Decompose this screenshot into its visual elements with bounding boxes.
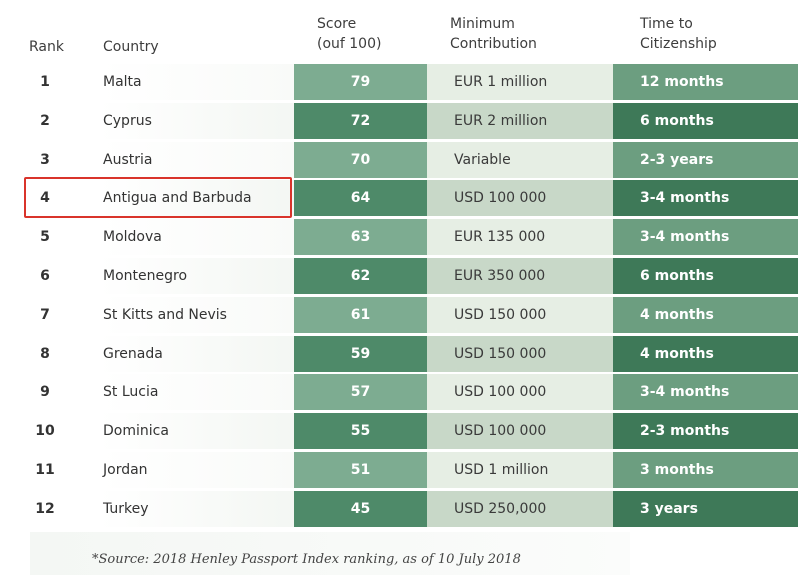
country-cell: Austria [103, 152, 153, 168]
header-rank: Rank [29, 39, 64, 55]
country-cell: Antigua and Barbuda [103, 190, 252, 206]
time-cell: 6 months [613, 103, 798, 139]
contribution-cell: EUR 135 000 [427, 219, 613, 255]
contribution-cell: USD 150 000 [427, 297, 613, 333]
rank-cell: 12 [35, 501, 55, 517]
table-row: 5 Moldova 63 EUR 135 000 3-4 months [30, 219, 798, 255]
country-cell: Turkey [103, 501, 149, 517]
rank-cell: 4 [40, 190, 50, 206]
score-cell: 45 [294, 491, 427, 527]
country-cell: Montenegro [103, 268, 188, 284]
contribution-cell: USD 100 000 [427, 374, 613, 410]
table-row: 3 Austria 70 Variable 2-3 years [30, 142, 798, 178]
country-cell: Jordan [103, 462, 148, 478]
header-time: Time to Citizenship [640, 14, 717, 54]
footer-band [30, 532, 630, 575]
time-cell: 6 months [613, 258, 798, 294]
rank-cell: 6 [40, 268, 50, 284]
contribution-cell: EUR 350 000 [427, 258, 613, 294]
contribution-cell: USD 100 000 [427, 413, 613, 449]
time-cell: 2-3 months [613, 413, 798, 449]
table-row: 2 Cyprus 72 EUR 2 million 6 months [30, 103, 798, 139]
header-score: Score (ouf 100) [317, 14, 381, 54]
score-cell: 57 [294, 374, 427, 410]
time-cell: 2-3 years [613, 142, 798, 178]
table-row: 6 Montenegro 62 EUR 350 000 6 months [30, 258, 798, 294]
rank-cell: 11 [35, 462, 55, 478]
time-cell: 4 months [613, 336, 798, 372]
rank-cell: 3 [40, 152, 50, 168]
header-country: Country [103, 39, 159, 55]
header-contribution: Minimum Contribution [450, 14, 537, 54]
table-row: 10 Dominica 55 USD 100 000 2-3 months [30, 413, 798, 449]
source-note: *Source: 2018 Henley Passport Index rank… [92, 552, 521, 567]
score-cell: 72 [294, 103, 427, 139]
header-contribution-line2: Contribution [450, 36, 537, 52]
time-cell: 12 months [613, 64, 798, 100]
score-cell: 61 [294, 297, 427, 333]
header-time-line1: Time to [640, 16, 693, 32]
country-cell: Moldova [103, 229, 162, 245]
time-cell: 3-4 months [613, 374, 798, 410]
time-cell: 3 months [613, 452, 798, 488]
table-row: 4 Antigua and Barbuda 64 USD 100 000 3-4 mon… [30, 180, 798, 216]
table-row: 11 Jordan 51 USD 1 million 3 months [30, 452, 798, 488]
country-cell: St Kitts and Nevis [103, 307, 227, 323]
time-cell: 3 years [613, 491, 798, 527]
contribution-cell: EUR 1 million [427, 64, 613, 100]
header-score-line1: Score [317, 16, 357, 32]
rank-cell: 10 [35, 423, 55, 439]
score-cell: 62 [294, 258, 427, 294]
table-row: 12 Turkey 45 USD 250,000 3 years [30, 491, 798, 527]
table-row: 1 Malta 79 EUR 1 million 12 months [30, 64, 798, 100]
rank-cell: 5 [40, 229, 50, 245]
rank-cell: 9 [40, 384, 50, 400]
header-contribution-line1: Minimum [450, 16, 515, 32]
country-cell: Cyprus [103, 113, 152, 129]
contribution-cell: USD 100 000 [427, 180, 613, 216]
score-cell: 63 [294, 219, 427, 255]
time-cell: 3-4 months [613, 180, 798, 216]
highlight-box [24, 177, 292, 218]
table-row: 8 Grenada 59 USD 150 000 4 months [30, 336, 798, 372]
table-row: 7 St Kitts and Nevis 61 USD 150 000 4 months [30, 297, 798, 333]
rank-cell: 2 [40, 113, 50, 129]
rank-cell: 8 [40, 346, 50, 362]
score-cell: 51 [294, 452, 427, 488]
contribution-cell: USD 250,000 [427, 491, 613, 527]
score-cell: 55 [294, 413, 427, 449]
contribution-cell: Variable [427, 142, 613, 178]
score-cell: 59 [294, 336, 427, 372]
country-cell: Grenada [103, 346, 163, 362]
rank-cell: 7 [40, 307, 50, 323]
score-cell: 64 [294, 180, 427, 216]
score-cell: 79 [294, 64, 427, 100]
score-cell: 70 [294, 142, 427, 178]
time-cell: 3-4 months [613, 219, 798, 255]
contribution-cell: EUR 2 million [427, 103, 613, 139]
rank-cell: 1 [40, 74, 50, 90]
contribution-cell: USD 1 million [427, 452, 613, 488]
country-cell: St Lucia [103, 384, 159, 400]
header-score-line2: (ouf 100) [317, 36, 382, 52]
contribution-cell: USD 150 000 [427, 336, 613, 372]
table-row: 9 St Lucia 57 USD 100 000 3-4 months [30, 374, 798, 410]
country-cell: Malta [103, 74, 142, 90]
time-cell: 4 months [613, 297, 798, 333]
header-time-line2: Citizenship [640, 36, 717, 52]
country-cell: Dominica [103, 423, 169, 439]
